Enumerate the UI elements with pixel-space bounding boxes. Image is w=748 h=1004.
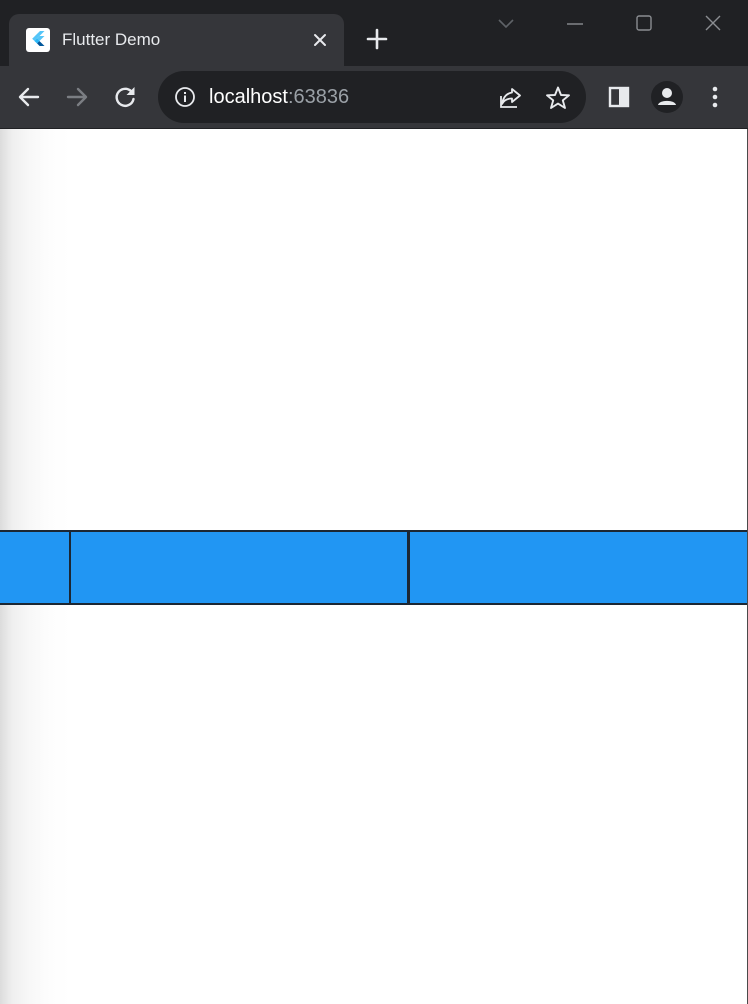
blue-tile[interactable] bbox=[408, 530, 748, 605]
browser-toolbar: localhost:63836 bbox=[0, 66, 748, 128]
toolbar-divider bbox=[0, 128, 748, 129]
tile-strip[interactable] bbox=[0, 530, 748, 605]
side-panel-icon[interactable] bbox=[604, 82, 634, 112]
flutter-logo-icon bbox=[26, 28, 50, 52]
tab-strip: Flutter Demo bbox=[0, 0, 748, 66]
close-icon[interactable] bbox=[698, 9, 728, 39]
tab-search-icon[interactable] bbox=[491, 9, 521, 39]
maximize-icon[interactable] bbox=[629, 9, 659, 39]
page-viewport[interactable] bbox=[0, 129, 748, 1004]
minimize-icon[interactable] bbox=[560, 9, 590, 39]
reload-icon[interactable] bbox=[110, 82, 140, 112]
url-port: :63836 bbox=[287, 86, 350, 108]
share-icon[interactable] bbox=[496, 84, 524, 112]
tab-title: Flutter Demo bbox=[62, 30, 161, 49]
new-tab-button[interactable] bbox=[363, 25, 391, 53]
kebab-menu-icon[interactable] bbox=[700, 82, 730, 112]
url-text[interactable]: localhost:63836 bbox=[209, 84, 349, 110]
back-arrow-icon[interactable] bbox=[14, 82, 44, 112]
blue-tile[interactable] bbox=[0, 530, 72, 605]
blue-tile[interactable] bbox=[69, 530, 409, 605]
address-bar[interactable]: localhost:63836 bbox=[158, 71, 586, 123]
url-host: localhost bbox=[209, 86, 288, 108]
tab-close-icon[interactable] bbox=[308, 28, 332, 52]
profile-icon[interactable] bbox=[650, 80, 684, 114]
info-icon[interactable] bbox=[174, 86, 196, 108]
tab-flutter-demo[interactable]: Flutter Demo bbox=[9, 14, 344, 66]
forward-arrow-icon[interactable] bbox=[62, 82, 92, 112]
star-icon[interactable] bbox=[544, 84, 572, 112]
